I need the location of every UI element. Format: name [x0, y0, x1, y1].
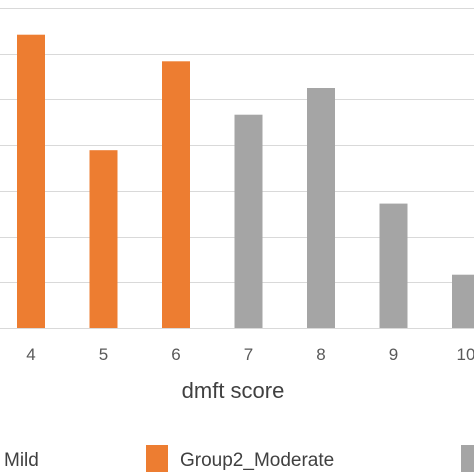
- legend-swatch: [461, 445, 474, 472]
- bar-6: [162, 61, 190, 329]
- legend-swatch: [146, 445, 168, 472]
- bar-9: [379, 203, 408, 328]
- x-axis-title: dmft score: [182, 378, 285, 403]
- x-tick-label: 5: [99, 345, 108, 364]
- x-tick-label: 9: [389, 345, 398, 364]
- legend-label: Group2_Moderate: [180, 450, 334, 471]
- bar-7: [234, 114, 263, 328]
- bar-8: [307, 88, 335, 328]
- x-tick-label: 6: [171, 345, 180, 364]
- bars: [17, 34, 474, 329]
- legend-label: Mild: [4, 450, 39, 471]
- x-tick-labels: 4 5 6 7 8 9 10: [26, 345, 474, 364]
- bar-10: [452, 274, 474, 328]
- x-tick-label: 4: [26, 345, 35, 364]
- bar-4: [17, 34, 45, 328]
- x-tick-label: 7: [244, 345, 253, 364]
- x-tick-label: 10: [457, 345, 474, 364]
- x-tick-label: 8: [316, 345, 325, 364]
- legend: Mild Group2_Moderate: [4, 445, 474, 472]
- bar-5: [89, 150, 118, 328]
